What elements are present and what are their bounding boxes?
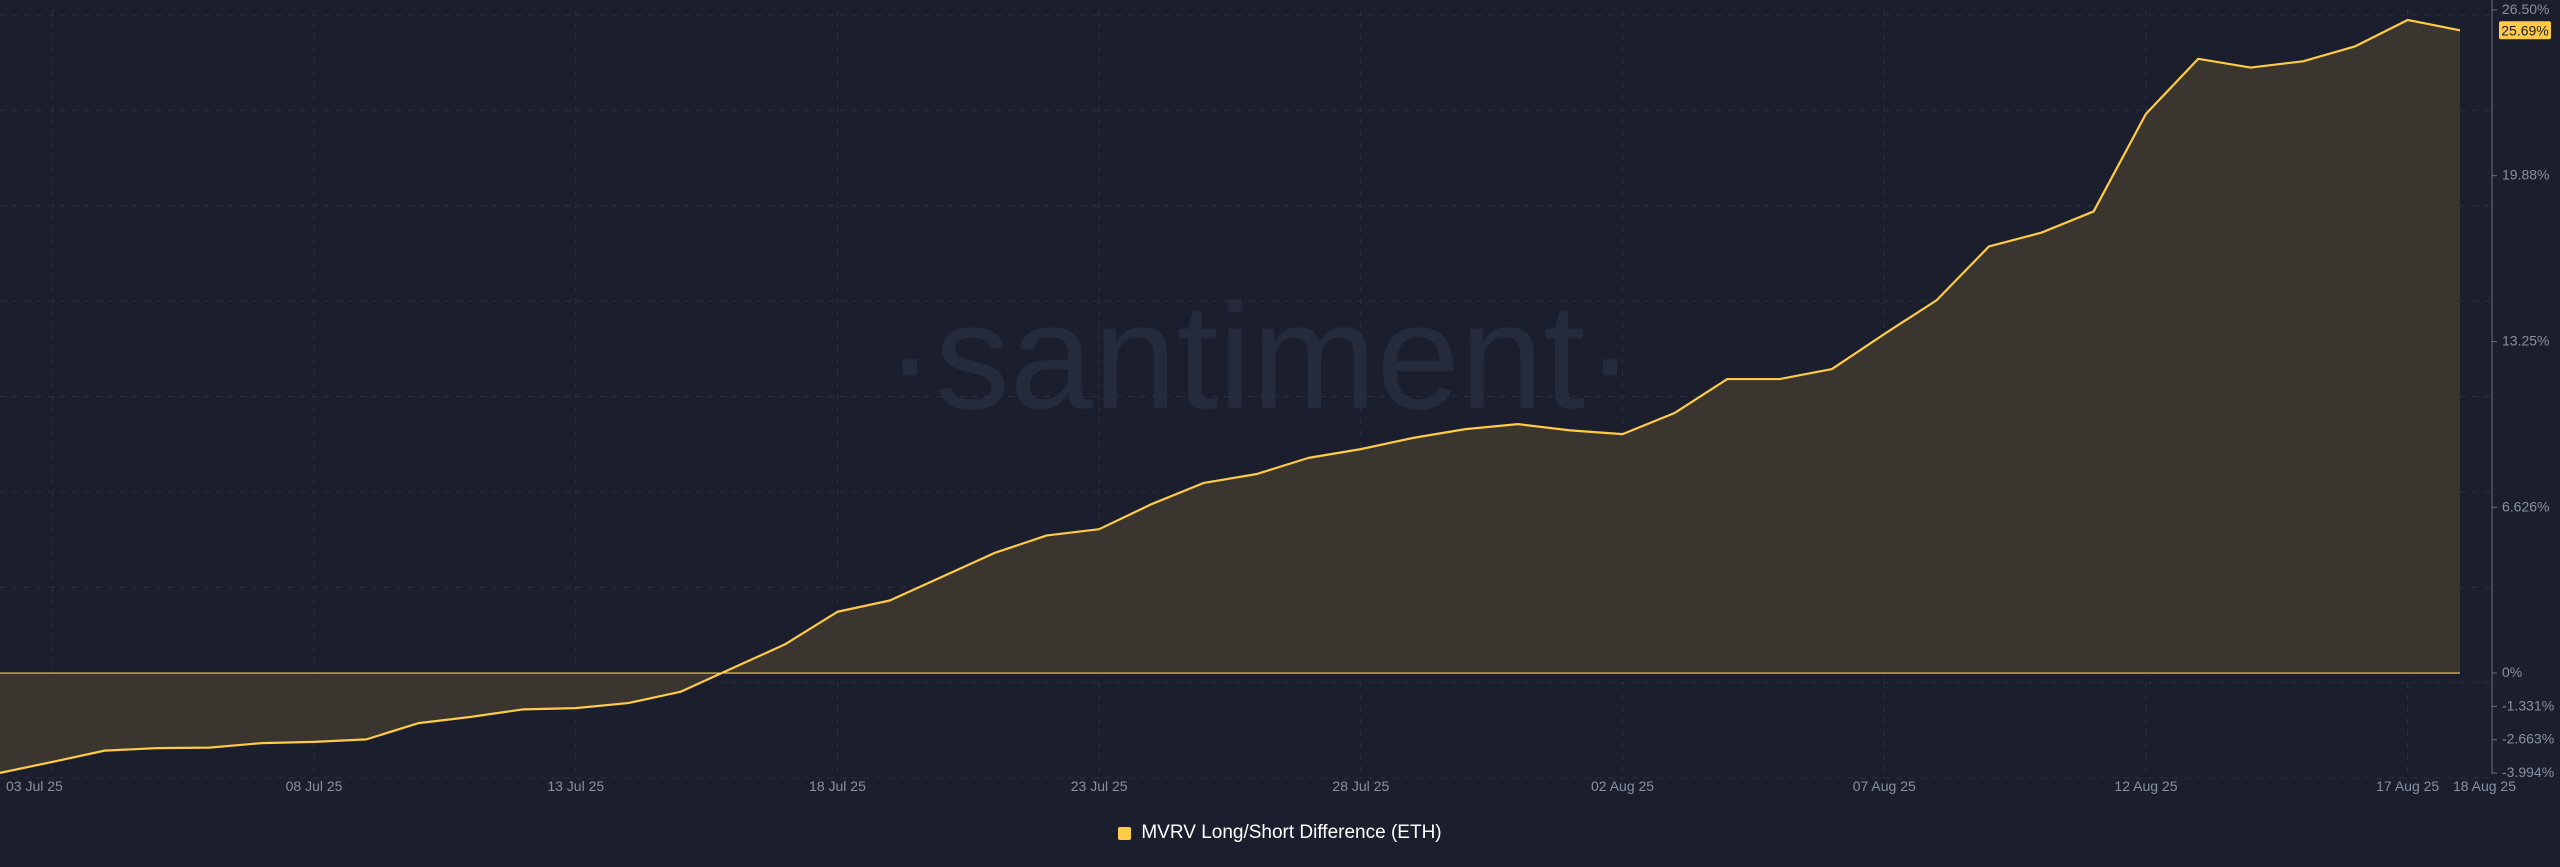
series-area [0, 20, 2460, 773]
y-tick-label: 13.25% [2502, 333, 2549, 349]
legend-label: MVRV Long/Short Difference (ETH) [1141, 822, 1442, 843]
last-value-label: 25.69% [2501, 22, 2548, 38]
x-tick-label: 28 Jul 25 [1332, 778, 1389, 794]
x-tick-label: 18 Aug 25 [2453, 778, 2516, 794]
x-tick-label: 02 Aug 25 [1591, 778, 1654, 794]
y-tick-label: -1.331% [2502, 697, 2554, 713]
chart-legend: MVRV Long/Short Difference (ETH) [0, 822, 2560, 844]
legend-swatch [1118, 826, 1132, 840]
last-value-badge [2499, 21, 2551, 40]
y-tick-label: 26.50% [2502, 1, 2549, 17]
x-tick-label: 17 Aug 25 [2376, 778, 2439, 794]
santiment-watermark: ·santiment· [885, 272, 1635, 440]
x-tick-label: 12 Aug 25 [2114, 778, 2177, 794]
y-tick-label: 19.88% [2502, 167, 2549, 183]
y-tick-label: 0% [2502, 664, 2522, 680]
x-tick-label: 13 Jul 25 [547, 778, 604, 794]
x-tick-label: 03 Jul 25 [6, 778, 63, 794]
x-tick-label: 23 Jul 25 [1071, 778, 1128, 794]
y-tick-label: -3.994% [2502, 764, 2554, 780]
x-tick-label: 07 Aug 25 [1853, 778, 1916, 794]
x-tick-label: 18 Jul 25 [809, 778, 866, 794]
y-tick-label: -2.663% [2502, 731, 2554, 747]
x-tick-label: 08 Jul 25 [286, 778, 343, 794]
y-tick-label: 6.626% [2502, 498, 2549, 514]
series-line [0, 18, 2461, 774]
